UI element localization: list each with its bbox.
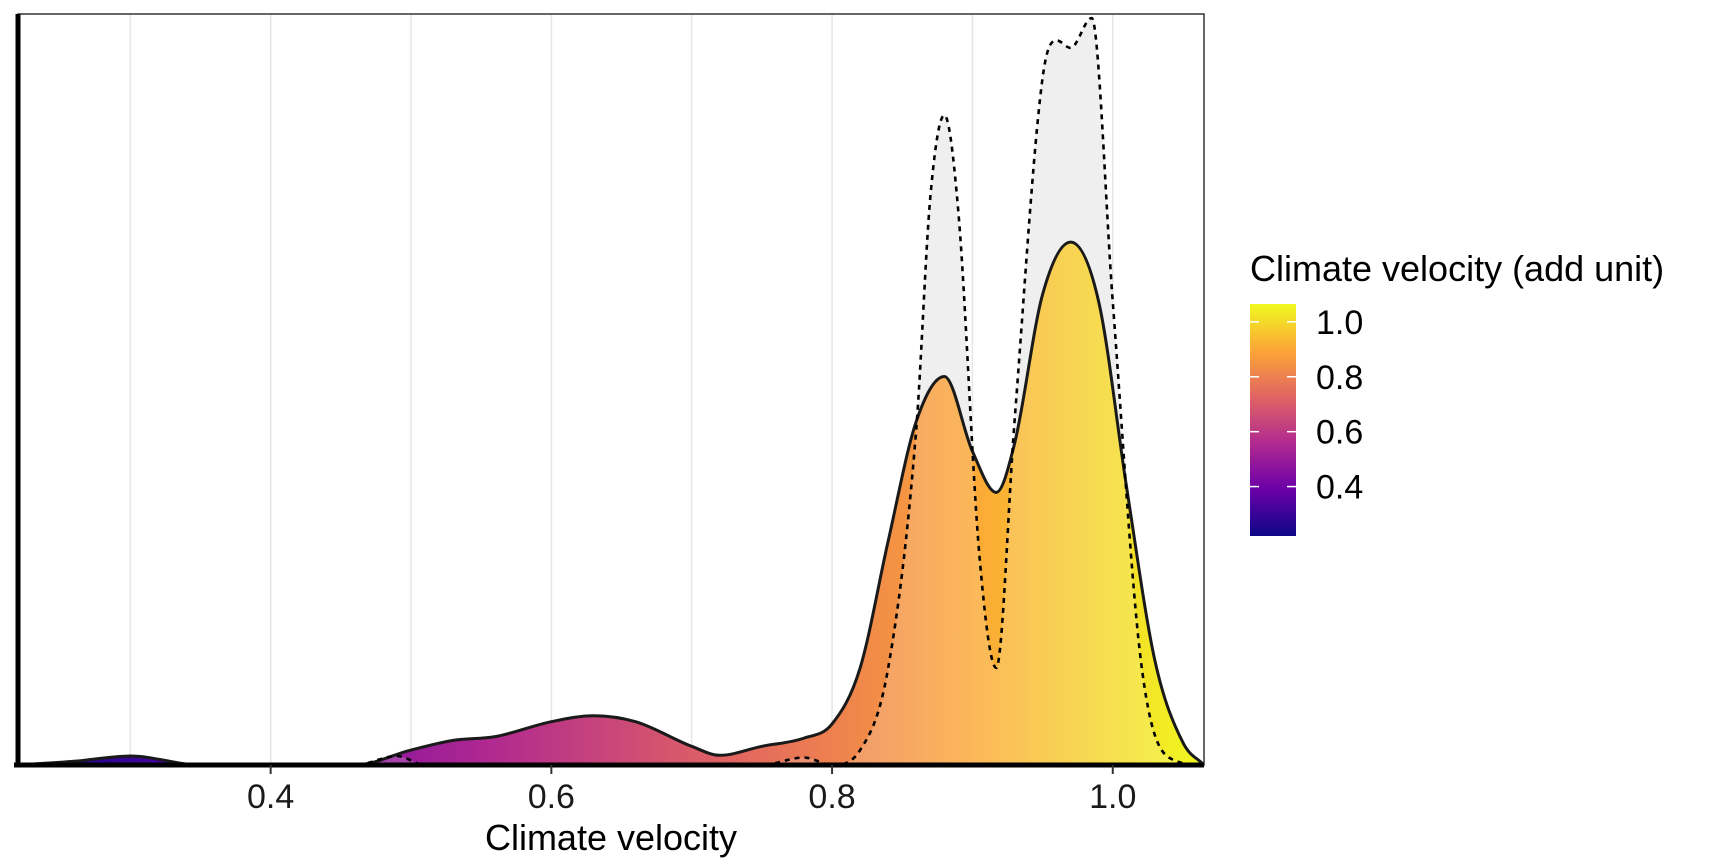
legend-tick-label: 0.4 (1316, 469, 1363, 507)
solid-series-area (18, 242, 1204, 765)
legend-tick-label: 0.6 (1316, 414, 1363, 452)
legend-title: Climate velocity (add unit) (1250, 248, 1664, 289)
grid-layer (129, 14, 1114, 765)
dashed-series-line (18, 16, 1204, 765)
x-tick-label: 0.6 (528, 778, 575, 816)
series-layer (18, 16, 1204, 765)
overlap-wash (18, 18, 1204, 765)
color-legend: Climate velocity (add unit) 0.4 0.6 0.8 1.0 (1250, 248, 1664, 536)
x-tick-label: 0.8 (808, 778, 855, 816)
x-axis-title: Climate velocity (485, 817, 737, 858)
legend-colorbar (1250, 304, 1296, 536)
x-tick-label: 1.0 (1089, 778, 1136, 816)
legend-tick-label: 1.0 (1316, 304, 1363, 342)
x-axis-ticks: 0.4 0.6 0.8 1.0 (247, 765, 1136, 816)
legend-tick-label: 0.8 (1316, 359, 1363, 397)
legend-ticks: 0.4 0.6 0.8 1.0 (1250, 304, 1363, 507)
x-tick-label: 0.4 (247, 778, 294, 816)
